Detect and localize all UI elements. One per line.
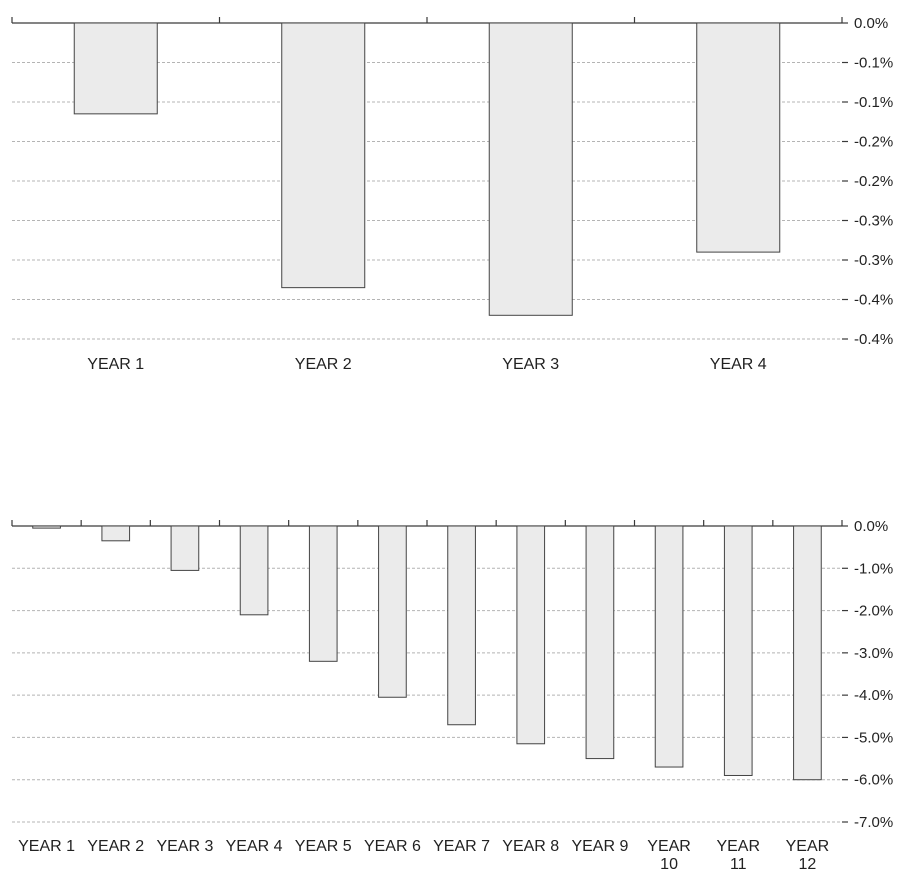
- x-tick-label: YEAR 3: [502, 356, 559, 373]
- x-tick-label-line: YEAR: [786, 838, 830, 855]
- y-tick-label: -0.3%: [854, 252, 893, 269]
- bar: [723, 525, 753, 776]
- x-tick-label: YEAR 4: [710, 356, 767, 373]
- bar: [73, 22, 158, 115]
- x-tick-label: YEAR 1: [87, 356, 144, 373]
- y-tick-label: -0.1%: [854, 94, 893, 111]
- x-tick-label: YEAR 2: [295, 356, 352, 373]
- bar: [308, 525, 338, 662]
- x-tick-label-line: YEAR: [716, 838, 760, 855]
- x-tick-label: YEAR 2: [87, 838, 144, 855]
- y-tick-label: -3.0%: [854, 645, 893, 662]
- y-tick-label: -6.0%: [854, 772, 893, 789]
- bar: [696, 22, 781, 253]
- x-tick-label: YEAR 3: [156, 838, 213, 855]
- bar: [793, 525, 822, 781]
- x-tick-label: YEAR 12: [786, 838, 830, 873]
- bar: [378, 525, 407, 698]
- x-tick-label: YEAR 4: [226, 838, 283, 855]
- x-tick-label-line: YEAR: [647, 838, 691, 855]
- x-tick-label: YEAR 1: [18, 838, 75, 855]
- y-tick-label: -0.3%: [854, 213, 893, 230]
- x-tick-label-line: 10: [660, 856, 678, 873]
- bar: [488, 22, 573, 316]
- y-tick-label: 0.0%: [854, 15, 888, 32]
- x-tick-label: YEAR 9: [571, 838, 628, 855]
- bar: [170, 525, 200, 571]
- y-tick-label: -0.2%: [854, 173, 893, 190]
- y-tick-label: -1.0%: [854, 560, 893, 577]
- x-tick-label: YEAR 5: [295, 838, 352, 855]
- bar: [654, 525, 684, 768]
- bar: [101, 525, 131, 542]
- bar: [447, 525, 476, 726]
- y-tick-label: -0.4%: [854, 331, 893, 348]
- y-tick-label: -0.4%: [854, 292, 893, 309]
- bar: [516, 525, 546, 745]
- chart-bottom: 0.0% -1.0% -2.0% -3.0% -4.0% -5.0% -6.0% -7.0% Y…: [11, 518, 893, 873]
- y-tick-label: -5.0%: [854, 729, 893, 746]
- y-tick-label: 0.0%: [854, 518, 888, 535]
- bar: [239, 525, 269, 616]
- y-tick-label: -4.0%: [854, 687, 893, 704]
- y-tick-label: -7.0%: [854, 814, 893, 831]
- bar: [281, 22, 366, 289]
- x-tick-label-line: 12: [799, 856, 817, 873]
- x-tick-label-line: 11: [730, 856, 747, 873]
- bar: [32, 525, 61, 529]
- x-tick-label: YEAR 6: [364, 838, 421, 855]
- x-tick-label: YEAR 11: [716, 838, 760, 873]
- bar: [585, 525, 615, 760]
- x-tick-label: YEAR 8: [502, 838, 559, 855]
- y-tick-label: -2.0%: [854, 603, 893, 620]
- y-tick-label: -0.1%: [854, 55, 893, 72]
- chart-top: 0.0% -0.1% -0.1% -0.2% -0.2% -0.3% -0.3% -0.4% -…: [11, 15, 893, 373]
- x-tick-label: YEAR 10: [647, 838, 691, 873]
- x-tick-label: YEAR 7: [433, 838, 490, 855]
- y-tick-label: -0.2%: [854, 134, 893, 151]
